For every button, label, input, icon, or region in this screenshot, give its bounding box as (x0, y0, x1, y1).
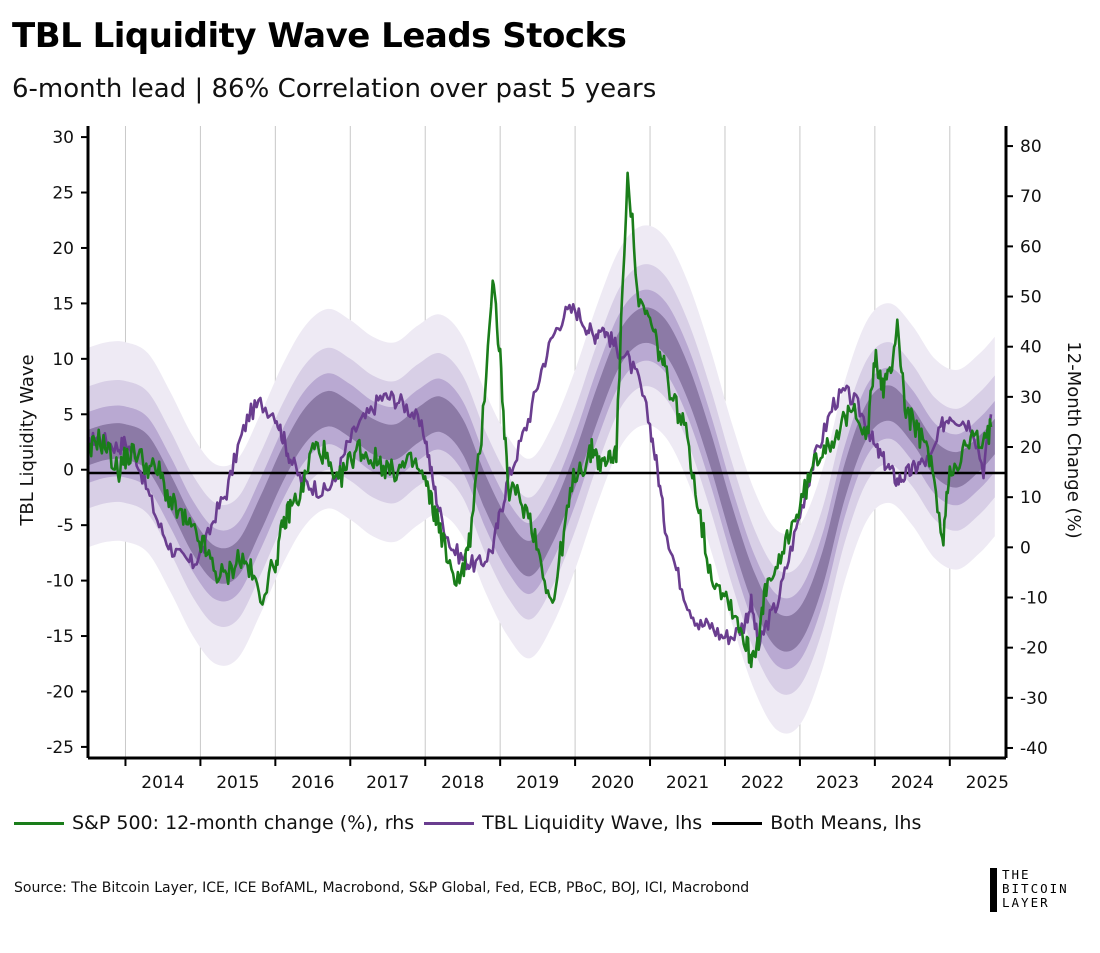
axes (86, 126, 1008, 760)
left-tick-label: -15 (46, 627, 74, 647)
band-3 (88, 307, 995, 652)
left-tick-label: 15 (52, 294, 74, 314)
right-tick-label: 10 (1020, 488, 1042, 508)
left-tick-label: -20 (46, 682, 74, 702)
band-2 (88, 289, 995, 670)
liquidity-wave-line (86, 303, 993, 651)
right-tick-label: 30 (1020, 388, 1042, 408)
sp500-line (86, 171, 993, 669)
right-tick-label: -40 (1020, 739, 1048, 759)
x-tick-label: 2024 (891, 773, 934, 793)
right-tick-label: -30 (1020, 689, 1048, 709)
left-tick-label: 25 (52, 184, 74, 204)
source-note: Source: The Bitcoin Layer, ICE, ICE BofA… (14, 880, 750, 896)
x-tick-label: 2021 (666, 773, 709, 793)
sp500-series (86, 171, 993, 669)
right-tick-label: -20 (1020, 639, 1048, 659)
left-axis-title: TBL Liquidity Wave (17, 354, 38, 526)
left-tick-label: 10 (52, 350, 74, 370)
legend-swatch-sp500 (14, 821, 64, 825)
x-tick-label: 2023 (816, 773, 859, 793)
legend-item-wave[interactable]: TBL Liquidity Wave, lhs (424, 812, 702, 834)
right-tick-label: 50 (1020, 288, 1042, 308)
liquidity-wave-series (86, 303, 993, 651)
logo-bar (990, 868, 997, 912)
logo-line-3: LAYER (1002, 895, 1050, 910)
legend-swatch-mean (712, 821, 763, 825)
legend-swatch-wave (424, 821, 475, 825)
x-tick-label: 2016 (291, 773, 334, 793)
x-tick-label: 2019 (516, 773, 559, 793)
legend-label-wave: TBL Liquidity Wave, lhs (482, 812, 703, 834)
x-tick-label: 2018 (441, 773, 484, 793)
left-tick-label: 0 (63, 461, 74, 481)
right-tick-label: 60 (1020, 237, 1042, 257)
bitcoin-layer-logo: THE BITCOIN LAYER (990, 868, 1069, 912)
left-tick-label: -25 (46, 738, 74, 758)
legend-label-mean: Both Means, lhs (770, 812, 922, 834)
x-tick-label: 2014 (141, 773, 184, 793)
chart-title: TBL Liquidity Wave Leads Stocks (12, 16, 627, 56)
x-tick-label: 2020 (591, 773, 634, 793)
right-axis-ticks: 80 70 60 50 40 30 20 10 0 -10 -20 -30 -40 (1006, 137, 1048, 759)
x-tick-label: 2017 (366, 773, 409, 793)
logo-text: THE BITCOIN LAYER (1002, 868, 1069, 912)
left-tick-label: 5 (63, 405, 74, 425)
right-tick-label: 20 (1020, 438, 1042, 458)
legend-label-sp500: S&P 500: 12-month change (%), rhs (72, 812, 415, 834)
x-tick-label: 2025 (966, 773, 1009, 793)
left-axis-ticks: 30 25 20 15 10 5 0 -5 -10 -15 -20 -25 (46, 128, 88, 758)
confidence-bands (88, 225, 995, 734)
right-axis-title: 12-Month Change (%) (1063, 341, 1084, 538)
logo-line-2: BITCOIN (1002, 881, 1069, 896)
left-tick-label: 30 (52, 128, 74, 148)
right-tick-label: 70 (1020, 187, 1042, 207)
left-tick-label: -5 (57, 516, 74, 536)
x-tick-label: 2022 (741, 773, 784, 793)
legend: S&P 500: 12-month change (%), rhs TBL Li… (14, 812, 931, 834)
left-tick-label: -10 (46, 572, 74, 592)
legend-item-mean[interactable]: Both Means, lhs (712, 812, 921, 834)
logo-line-1: THE (1002, 867, 1031, 882)
right-tick-label: 40 (1020, 338, 1042, 358)
right-tick-label: 80 (1020, 137, 1042, 157)
right-tick-label: 0 (1020, 538, 1031, 558)
chart-subtitle: 6-month lead | 86% Correlation over past… (12, 74, 657, 104)
x-axis-ticks: 2014 2015 2016 2017 2018 2019 2020 2021 2022 2023… (124, 758, 1009, 793)
x-tick-label: 2015 (216, 773, 259, 793)
left-tick-label: 20 (52, 239, 74, 259)
right-tick-label: -10 (1020, 588, 1048, 608)
legend-item-sp500[interactable]: S&P 500: 12-month change (%), rhs (14, 812, 414, 834)
